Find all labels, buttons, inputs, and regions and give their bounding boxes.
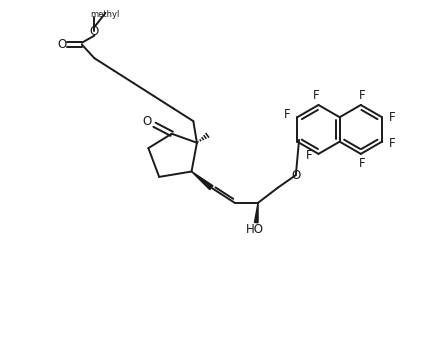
Polygon shape — [254, 203, 258, 223]
Text: methyl: methyl — [90, 9, 119, 18]
Text: HO: HO — [246, 223, 264, 236]
Text: F: F — [305, 149, 312, 162]
Text: F: F — [388, 111, 395, 124]
Text: O: O — [142, 116, 152, 129]
Text: F: F — [359, 157, 366, 170]
Polygon shape — [191, 171, 213, 190]
Text: F: F — [313, 89, 320, 102]
Text: O: O — [90, 25, 99, 38]
Text: F: F — [359, 89, 366, 102]
Text: O: O — [58, 38, 67, 51]
Text: F: F — [388, 137, 395, 150]
Text: O: O — [291, 169, 301, 182]
Text: F: F — [284, 108, 291, 121]
